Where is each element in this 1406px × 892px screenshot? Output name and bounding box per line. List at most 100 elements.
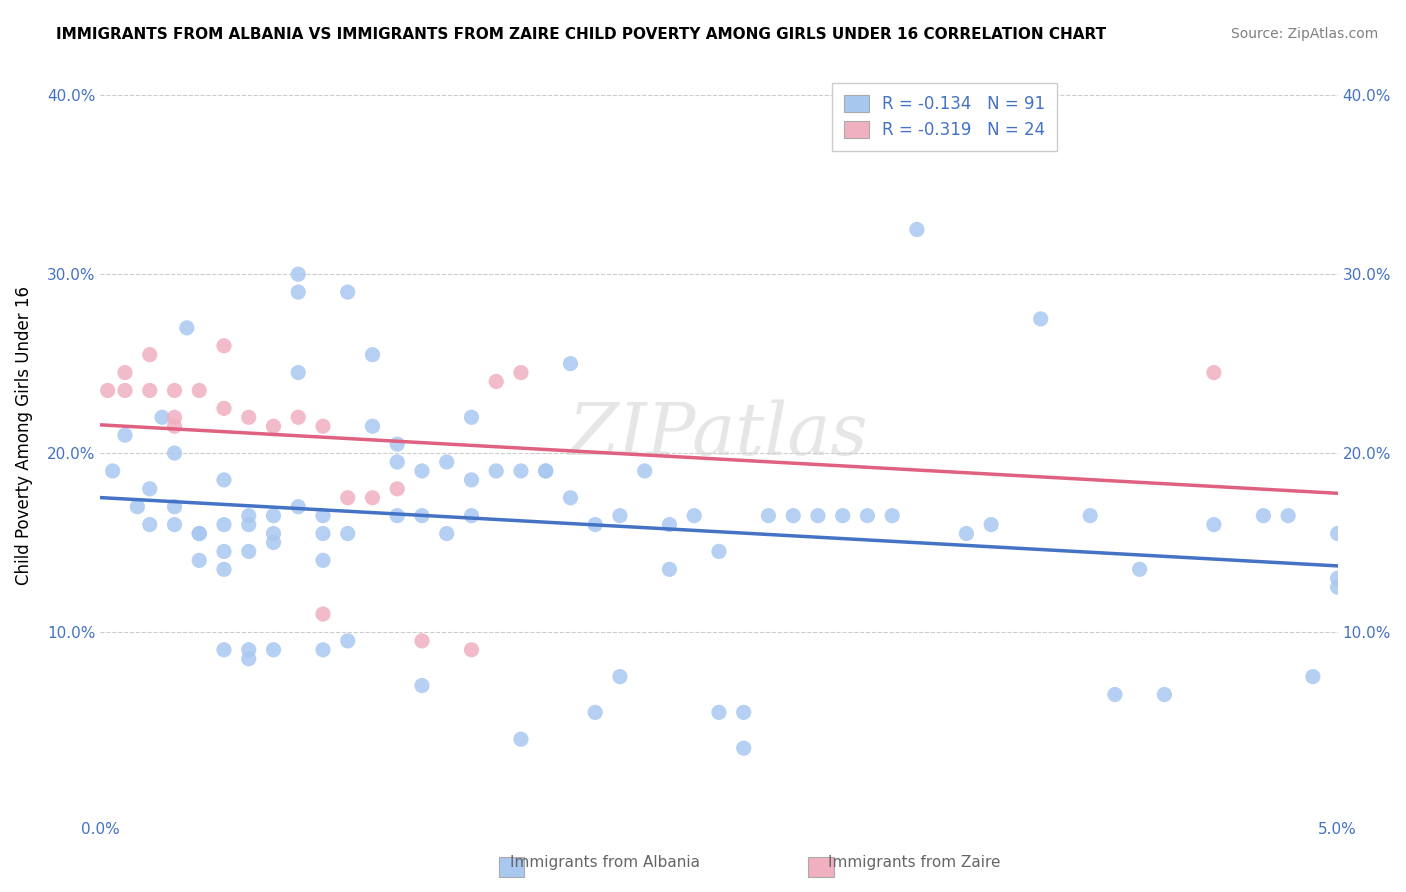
Point <box>336 633 359 648</box>
Point <box>1326 526 1348 541</box>
Point <box>312 526 335 541</box>
Point <box>361 491 384 505</box>
Point <box>411 464 433 478</box>
Point <box>782 508 804 523</box>
Point <box>905 222 928 236</box>
Point <box>609 670 631 684</box>
Point <box>460 508 482 523</box>
Point <box>436 455 458 469</box>
Point <box>658 517 681 532</box>
Point <box>1277 508 1299 523</box>
Point <box>510 366 533 380</box>
Point <box>263 535 285 549</box>
Point <box>287 267 309 281</box>
Point <box>114 428 136 442</box>
Point <box>683 508 706 523</box>
Point <box>238 508 260 523</box>
Point <box>411 679 433 693</box>
Point <box>560 357 582 371</box>
Point <box>733 706 755 720</box>
Point <box>658 562 681 576</box>
Point <box>882 508 904 523</box>
Point <box>609 508 631 523</box>
Y-axis label: Child Poverty Among Girls Under 16: Child Poverty Among Girls Under 16 <box>15 285 32 584</box>
Point <box>188 384 211 398</box>
Point <box>212 339 235 353</box>
Point <box>534 464 557 478</box>
Point <box>188 526 211 541</box>
Point <box>114 384 136 398</box>
Text: Source: ZipAtlas.com: Source: ZipAtlas.com <box>1230 27 1378 41</box>
Text: ZIPatlas: ZIPatlas <box>569 400 869 470</box>
Point <box>387 482 409 496</box>
Text: IMMIGRANTS FROM ALBANIA VS IMMIGRANTS FROM ZAIRE CHILD POVERTY AMONG GIRLS UNDER: IMMIGRANTS FROM ALBANIA VS IMMIGRANTS FR… <box>56 27 1107 42</box>
Point <box>139 517 162 532</box>
Point <box>1326 580 1348 594</box>
Point <box>583 706 606 720</box>
Point <box>1153 688 1175 702</box>
Point <box>212 642 235 657</box>
Point <box>336 285 359 299</box>
Point <box>139 348 162 362</box>
Point <box>312 508 335 523</box>
Point <box>163 419 186 434</box>
Point <box>212 473 235 487</box>
Point <box>263 508 285 523</box>
Point <box>238 517 260 532</box>
Point <box>287 285 309 299</box>
Point <box>163 384 186 398</box>
Point <box>1302 670 1324 684</box>
Point <box>163 500 186 514</box>
Point <box>733 741 755 756</box>
Point <box>212 517 235 532</box>
Point <box>263 642 285 657</box>
Point <box>1202 517 1225 532</box>
Text: Immigrants from Albania: Immigrants from Albania <box>509 855 700 870</box>
Point <box>238 642 260 657</box>
Point <box>163 517 186 532</box>
Point <box>387 455 409 469</box>
Point <box>361 419 384 434</box>
Point <box>1104 688 1126 702</box>
Point <box>212 562 235 576</box>
Point <box>287 366 309 380</box>
Point <box>101 464 124 478</box>
Point <box>188 553 211 567</box>
Point <box>176 321 198 335</box>
Point <box>583 517 606 532</box>
Point <box>707 544 730 558</box>
Point <box>387 437 409 451</box>
Point <box>534 464 557 478</box>
Point <box>1078 508 1101 523</box>
Point <box>807 508 830 523</box>
Point <box>150 410 173 425</box>
Point <box>139 384 162 398</box>
Text: Immigrants from Zaire: Immigrants from Zaire <box>828 855 1000 870</box>
Point <box>263 419 285 434</box>
Legend: R = -0.134   N = 91, R = -0.319   N = 24: R = -0.134 N = 91, R = -0.319 N = 24 <box>832 83 1057 151</box>
Point <box>560 491 582 505</box>
Point <box>485 375 508 389</box>
Point <box>287 410 309 425</box>
Point <box>97 384 120 398</box>
Point <box>336 526 359 541</box>
Point <box>387 508 409 523</box>
Point <box>163 446 186 460</box>
Point <box>312 419 335 434</box>
Point <box>707 706 730 720</box>
Point <box>856 508 879 523</box>
Point <box>212 401 235 416</box>
Point <box>411 633 433 648</box>
Point <box>312 642 335 657</box>
Point <box>460 410 482 425</box>
Point <box>163 410 186 425</box>
Point <box>263 526 285 541</box>
Point <box>1129 562 1152 576</box>
Point <box>980 517 1002 532</box>
Point <box>436 526 458 541</box>
Point <box>1202 366 1225 380</box>
Point <box>188 526 211 541</box>
Point <box>1029 312 1052 326</box>
Point <box>510 732 533 747</box>
Point <box>955 526 977 541</box>
